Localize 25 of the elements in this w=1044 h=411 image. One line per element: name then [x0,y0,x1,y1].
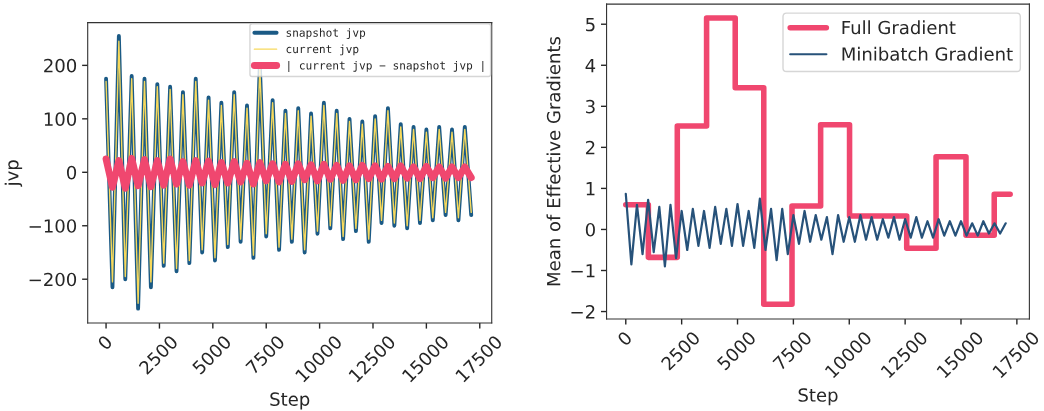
x-tick-label: 0 [616,330,633,347]
legend-label: snapshot jvp [286,28,366,39]
y-tick-label: 1 [586,182,595,196]
y-tick-label: 4 [585,58,596,73]
y-tick-label: 5 [586,17,595,32]
legend-label: Full Gradient [842,20,956,35]
legend-label: | current jvp − snapshot jvp | [288,60,484,73]
y-tick-label: −1 [571,264,595,278]
y-tick-label: −100 [29,219,77,233]
y-tick-label: 3 [586,99,595,114]
line-series [624,192,1007,268]
x-axis-title: Step [798,388,838,406]
x-tick-label: 0 [96,334,113,351]
x-axis-title: Step [270,392,310,410]
y-tick-label: 0 [66,165,77,180]
y-axis-title: jvp [4,160,23,187]
legend-label: Minibatch Gradient [842,46,1013,61]
legend-label: current jvp [286,44,359,56]
y-tick-label: 200 [44,58,77,73]
y-tick-label: 2 [585,140,595,155]
y-tick-label: −200 [29,272,77,287]
y-axis-title: Mean of Effective Gradients [546,36,561,286]
y-tick-label: 0 [585,222,595,237]
y-tick-label: 100 [44,112,77,126]
y-tick-label: −2 [571,305,595,319]
